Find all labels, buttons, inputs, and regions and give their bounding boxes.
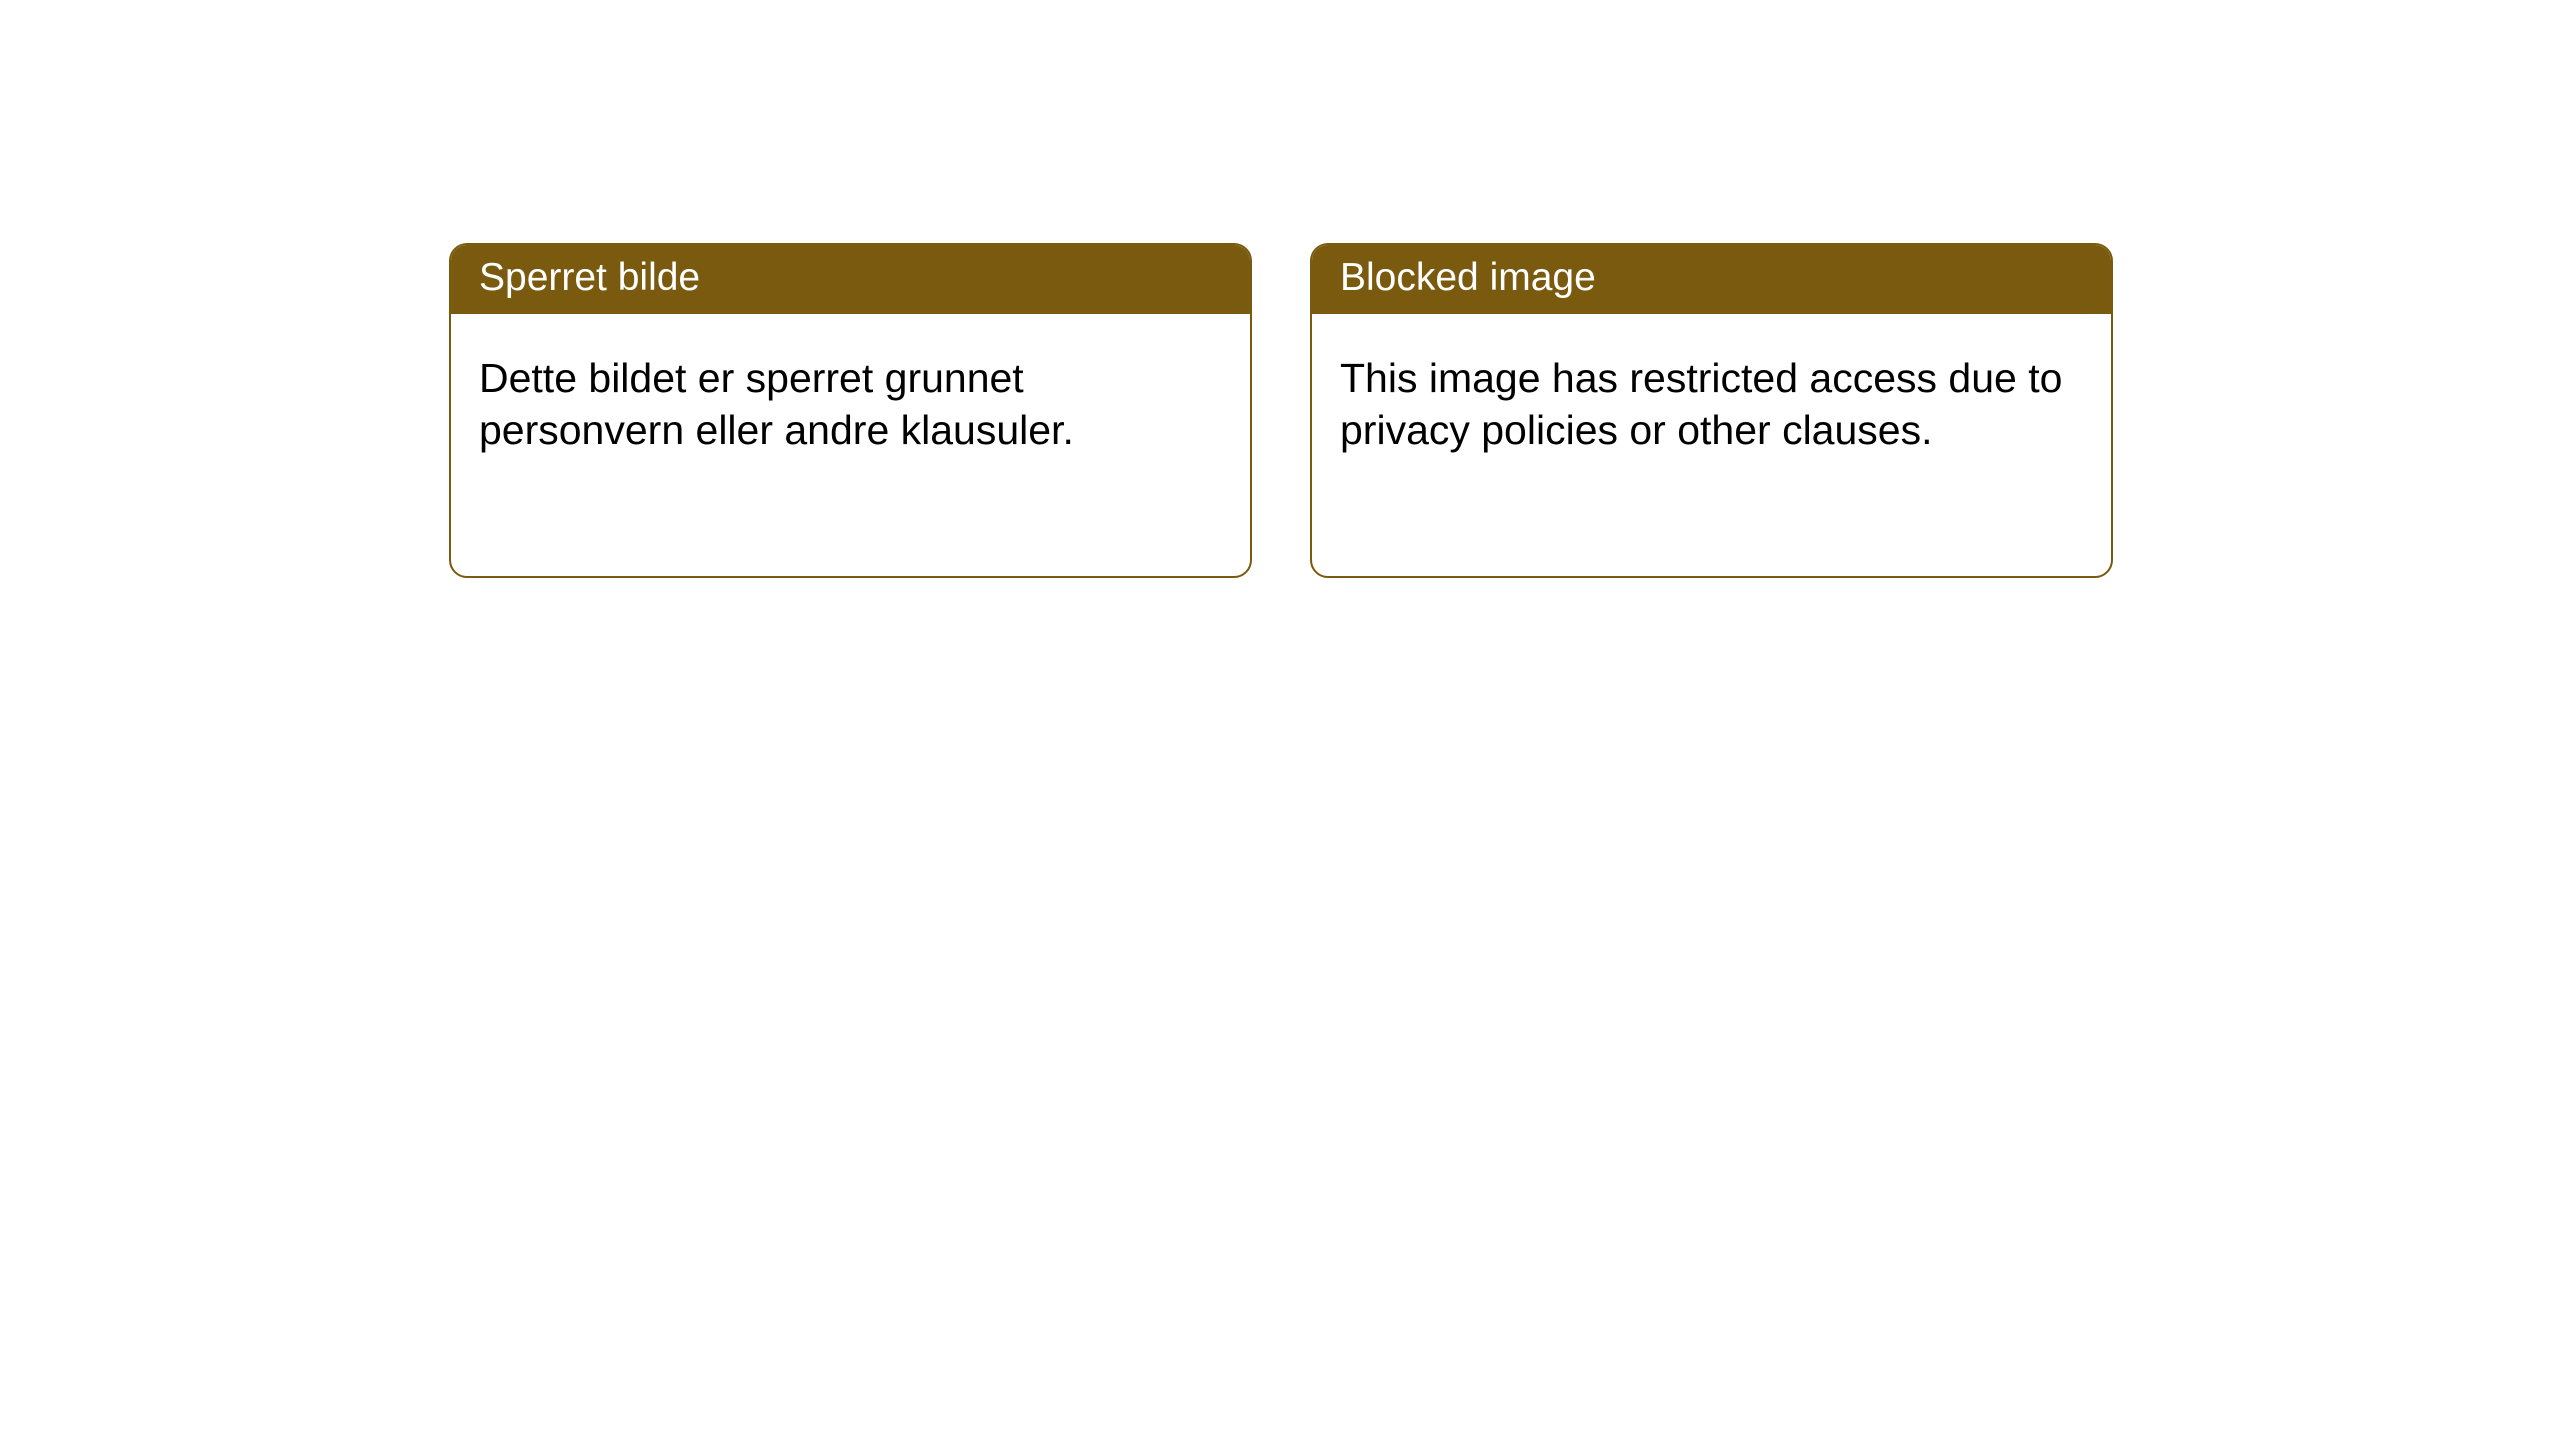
- notice-body-norwegian: Dette bildet er sperret grunnet personve…: [451, 314, 1250, 485]
- notice-header-english: Blocked image: [1312, 245, 2111, 314]
- notice-header-norwegian: Sperret bilde: [451, 245, 1250, 314]
- notice-container: Sperret bilde Dette bildet er sperret gr…: [0, 0, 2560, 578]
- notice-card-english: Blocked image This image has restricted …: [1310, 243, 2113, 578]
- notice-body-english: This image has restricted access due to …: [1312, 314, 2111, 485]
- notice-card-norwegian: Sperret bilde Dette bildet er sperret gr…: [449, 243, 1252, 578]
